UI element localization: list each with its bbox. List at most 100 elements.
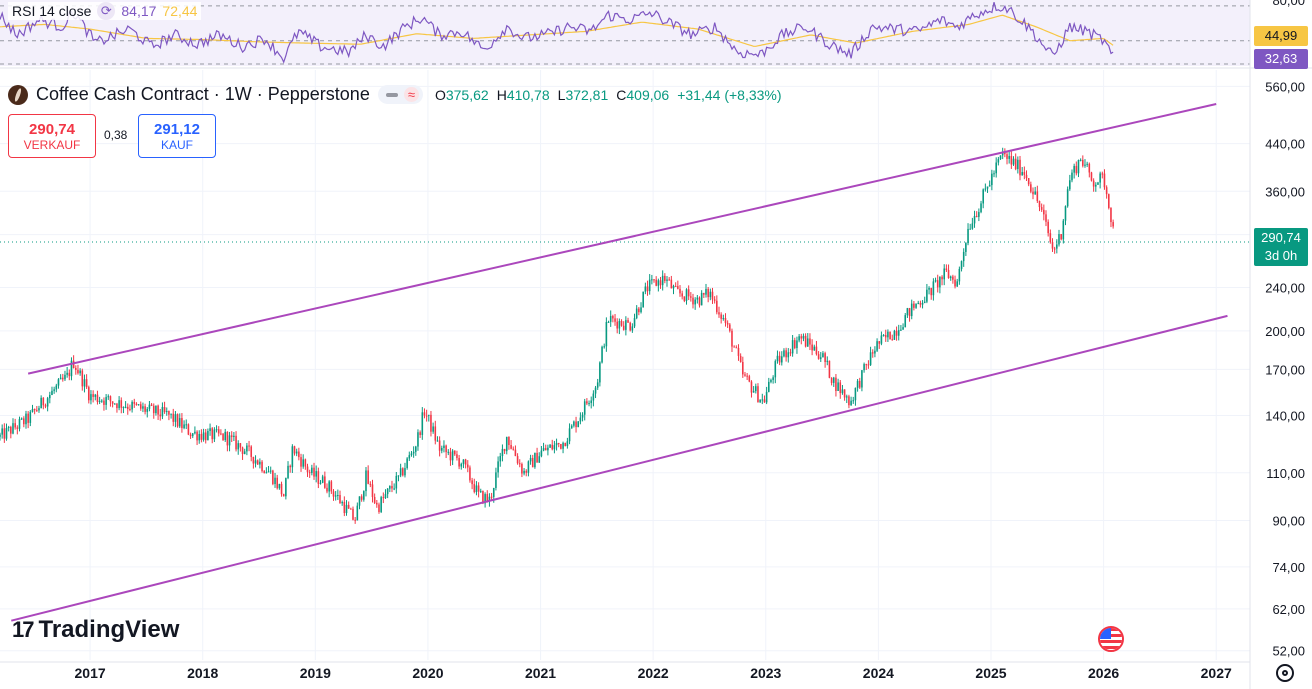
candle-body — [887, 331, 889, 338]
candle-body — [638, 308, 640, 313]
candle-body — [321, 476, 324, 483]
candle-body — [235, 435, 237, 450]
candle-body — [360, 496, 363, 500]
candle-body — [919, 302, 922, 305]
trend-channel[interactable] — [11, 103, 1228, 622]
candle-body — [1097, 182, 1099, 185]
candle-body — [224, 431, 227, 441]
refresh-icon[interactable]: ⟳ — [97, 2, 116, 20]
y-tick-label: 52,00 — [1272, 644, 1305, 659]
candle-body — [858, 380, 861, 388]
candle-body — [27, 413, 29, 423]
symbol-title[interactable]: Coffee Cash Contract · 1W · Pepperstone — [36, 84, 370, 104]
buy-button[interactable]: 291,12 KAUF — [138, 114, 216, 158]
candle-body — [133, 401, 136, 404]
candle-body — [445, 445, 447, 453]
candle-body — [285, 478, 287, 497]
candle-body — [228, 435, 231, 446]
candle-body — [991, 173, 993, 186]
candle-body — [962, 251, 965, 262]
candle-body — [293, 446, 296, 454]
candle-body — [809, 338, 811, 345]
sell-label: VERKAUF — [23, 137, 81, 152]
candle-body — [839, 382, 842, 394]
candle-body — [295, 451, 298, 454]
candle-body — [215, 429, 218, 431]
candle-body — [397, 475, 400, 477]
minus-icon[interactable] — [385, 92, 398, 97]
candle-body — [731, 330, 733, 347]
candle-body — [111, 401, 114, 404]
sell-button[interactable]: 290,74 VERKAUF — [8, 114, 96, 158]
candle-body — [599, 362, 601, 383]
x-tick-label: 2020 — [412, 665, 443, 681]
candle-body — [1088, 163, 1091, 173]
candle-body — [436, 440, 439, 442]
candle-body — [536, 452, 538, 463]
legend-controls[interactable]: ≈ — [377, 85, 423, 104]
settings-icon[interactable] — [1276, 664, 1294, 682]
candle-body — [570, 425, 573, 429]
candle-body — [241, 447, 244, 454]
candle-body — [464, 459, 467, 465]
candle-body — [222, 433, 224, 441]
candle-body — [783, 350, 785, 357]
candle-body — [969, 228, 972, 230]
candle-body — [148, 404, 151, 409]
candle-body — [246, 445, 248, 452]
ohlc-values: O375,62 H410,78 L372,81 C409,06 +31,44 (… — [435, 87, 782, 103]
candle-body — [547, 447, 549, 451]
candle-body — [440, 447, 443, 451]
candle-body — [601, 346, 603, 363]
candle-body — [187, 424, 190, 435]
candle-body — [505, 436, 508, 452]
candle-body — [456, 454, 458, 459]
candle-body — [588, 403, 590, 405]
candle-body — [971, 223, 974, 229]
wave-icon[interactable]: ≈ — [403, 87, 419, 102]
candle-body — [837, 382, 839, 391]
candle-body — [718, 312, 720, 315]
candle-body — [194, 431, 196, 434]
candle-body — [542, 448, 545, 451]
candle-body — [466, 464, 469, 468]
x-tick-label: 2025 — [975, 665, 1006, 681]
tradingview-logo[interactable]: 17 TradingView — [12, 616, 179, 644]
candle-body — [40, 397, 42, 409]
candle-body — [1021, 172, 1023, 176]
rsi-legend[interactable]: RSI 14 close ⟳ 84,17 72,44 — [8, 2, 202, 20]
candle-body — [367, 470, 369, 484]
candle-body — [659, 280, 662, 286]
x-tick-label: 2022 — [638, 665, 669, 681]
candle-body — [713, 299, 716, 301]
candle-body — [159, 414, 162, 417]
candle-body — [1101, 173, 1104, 175]
candle-body — [386, 488, 389, 495]
symbol-legend[interactable]: Coffee Cash Contract · 1W · Pepperstone … — [8, 84, 782, 105]
candle-body — [681, 293, 683, 297]
candle-body — [406, 458, 408, 469]
candle-body — [1010, 156, 1013, 165]
candle-body — [484, 494, 486, 504]
us-flag-icon[interactable] — [1098, 626, 1124, 652]
candle-body — [668, 279, 670, 281]
candle-body — [341, 501, 343, 504]
candle-body — [726, 322, 729, 325]
candles[interactable] — [0, 147, 1114, 524]
candle-body — [577, 421, 580, 428]
candle-body — [226, 431, 229, 446]
candle-body — [516, 456, 519, 464]
candle-body — [722, 318, 725, 320]
candle-body — [96, 394, 99, 402]
candle-body — [724, 318, 727, 323]
candle-body — [343, 501, 346, 514]
candle-body — [1084, 164, 1086, 166]
candle-body — [350, 508, 352, 510]
candle-body — [685, 289, 688, 301]
rsi-pane[interactable] — [0, 0, 1312, 69]
candle-body — [664, 275, 666, 281]
candle-body — [1023, 172, 1026, 175]
candle-body — [274, 477, 276, 485]
candle-body — [772, 377, 774, 380]
